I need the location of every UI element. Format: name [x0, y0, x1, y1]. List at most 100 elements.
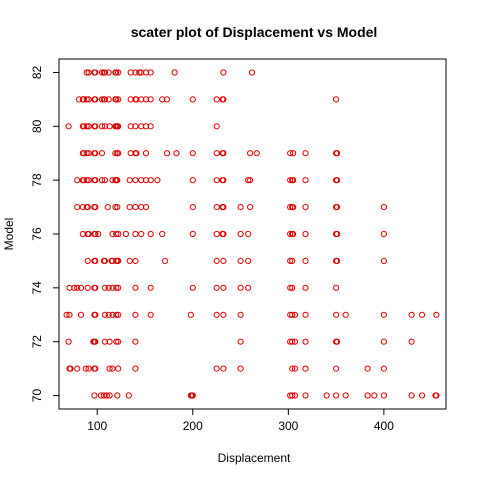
data-point	[434, 312, 439, 317]
data-point	[334, 97, 339, 102]
y-tick-label: 70	[30, 389, 44, 403]
data-point	[106, 285, 111, 290]
data-point	[133, 285, 138, 290]
data-point	[127, 178, 132, 183]
x-tick-label: 300	[278, 419, 298, 433]
data-point	[92, 393, 97, 398]
data-point	[246, 285, 251, 290]
data-point	[123, 231, 128, 236]
data-point	[238, 258, 243, 263]
data-point	[303, 205, 308, 210]
data-point	[238, 366, 243, 371]
data-point	[381, 231, 386, 236]
data-point	[343, 312, 348, 317]
plot-frame	[59, 59, 446, 409]
y-axis-label: Model	[2, 218, 16, 251]
data-point	[190, 285, 195, 290]
data-point	[148, 285, 153, 290]
data-point	[303, 258, 308, 263]
data-point	[75, 366, 80, 371]
data-point	[105, 205, 110, 210]
data-point	[214, 366, 219, 371]
data-point	[420, 312, 425, 317]
data-point	[249, 70, 254, 75]
data-point	[303, 312, 308, 317]
data-point	[85, 258, 90, 263]
data-point	[163, 258, 168, 263]
data-point	[221, 285, 226, 290]
data-point	[238, 231, 243, 236]
data-point	[238, 312, 243, 317]
data-point	[190, 151, 195, 156]
data-point	[381, 366, 386, 371]
data-point	[381, 339, 386, 344]
data-point	[381, 205, 386, 210]
data-point	[214, 285, 219, 290]
data-point	[133, 258, 138, 263]
data-point	[214, 124, 219, 129]
data-point	[248, 151, 253, 156]
data-point	[221, 312, 226, 317]
data-point	[246, 231, 251, 236]
y-tick-label: 76	[30, 227, 44, 241]
data-point	[85, 285, 90, 290]
y-tick-label: 78	[30, 173, 44, 187]
data-point	[133, 366, 138, 371]
data-point	[238, 205, 243, 210]
data-point	[66, 339, 71, 344]
data-point	[303, 151, 308, 156]
data-point	[303, 285, 308, 290]
data-point	[324, 393, 329, 398]
data-point	[334, 285, 339, 290]
data-point	[303, 339, 308, 344]
x-tick-label: 100	[87, 419, 107, 433]
data-point	[78, 285, 83, 290]
data-point	[106, 312, 111, 317]
y-axis: 70 72 74 76 78 80 82	[30, 65, 59, 402]
data-point	[365, 366, 370, 371]
data-point	[221, 258, 226, 263]
data-point	[303, 178, 308, 183]
data-point	[133, 312, 138, 317]
data-point	[248, 205, 253, 210]
data-point	[254, 151, 259, 156]
data-point	[155, 178, 160, 183]
data-point	[66, 124, 71, 129]
data-point	[164, 151, 169, 156]
data-point	[75, 205, 80, 210]
data-point	[110, 231, 115, 236]
data-point	[409, 339, 414, 344]
data-point	[127, 258, 132, 263]
data-point	[190, 231, 195, 236]
data-point	[148, 231, 153, 236]
data-point	[221, 366, 226, 371]
data-point	[214, 97, 219, 102]
data-point	[372, 393, 377, 398]
data-point	[172, 70, 177, 75]
data-point	[148, 312, 153, 317]
data-point	[190, 97, 195, 102]
data-point	[214, 258, 219, 263]
data-point	[381, 258, 386, 263]
data-point	[190, 178, 195, 183]
chart-title: scater plot of Displacement vs Model	[131, 24, 378, 40]
data-point	[139, 231, 144, 236]
data-point	[75, 178, 80, 183]
data-point	[334, 366, 339, 371]
data-point	[127, 205, 132, 210]
data-point	[143, 151, 148, 156]
data-point	[409, 312, 414, 317]
data-point	[214, 151, 219, 156]
data-point	[420, 393, 425, 398]
data-point	[409, 393, 414, 398]
data-point	[160, 231, 165, 236]
data-point	[365, 393, 370, 398]
data-point	[99, 151, 104, 156]
data-point	[303, 231, 308, 236]
y-tick-label: 82	[30, 65, 44, 79]
data-point	[214, 178, 219, 183]
x-tick-label: 200	[183, 419, 203, 433]
data-point	[238, 339, 243, 344]
data-point	[133, 205, 138, 210]
